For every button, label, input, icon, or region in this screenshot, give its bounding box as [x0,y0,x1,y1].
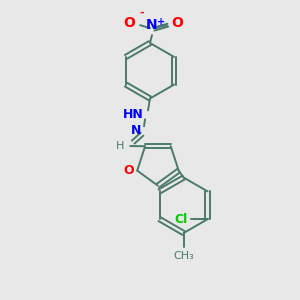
Text: Cl: Cl [175,213,188,226]
Text: O: O [123,16,135,30]
Text: H: H [116,141,124,151]
Text: N: N [146,18,158,32]
Text: HN: HN [123,108,144,121]
Text: O: O [171,16,183,30]
Text: -: - [139,8,144,18]
Text: O: O [124,164,134,177]
Text: CH₃: CH₃ [173,251,194,261]
Text: +: + [157,17,165,27]
Text: N: N [131,124,141,137]
